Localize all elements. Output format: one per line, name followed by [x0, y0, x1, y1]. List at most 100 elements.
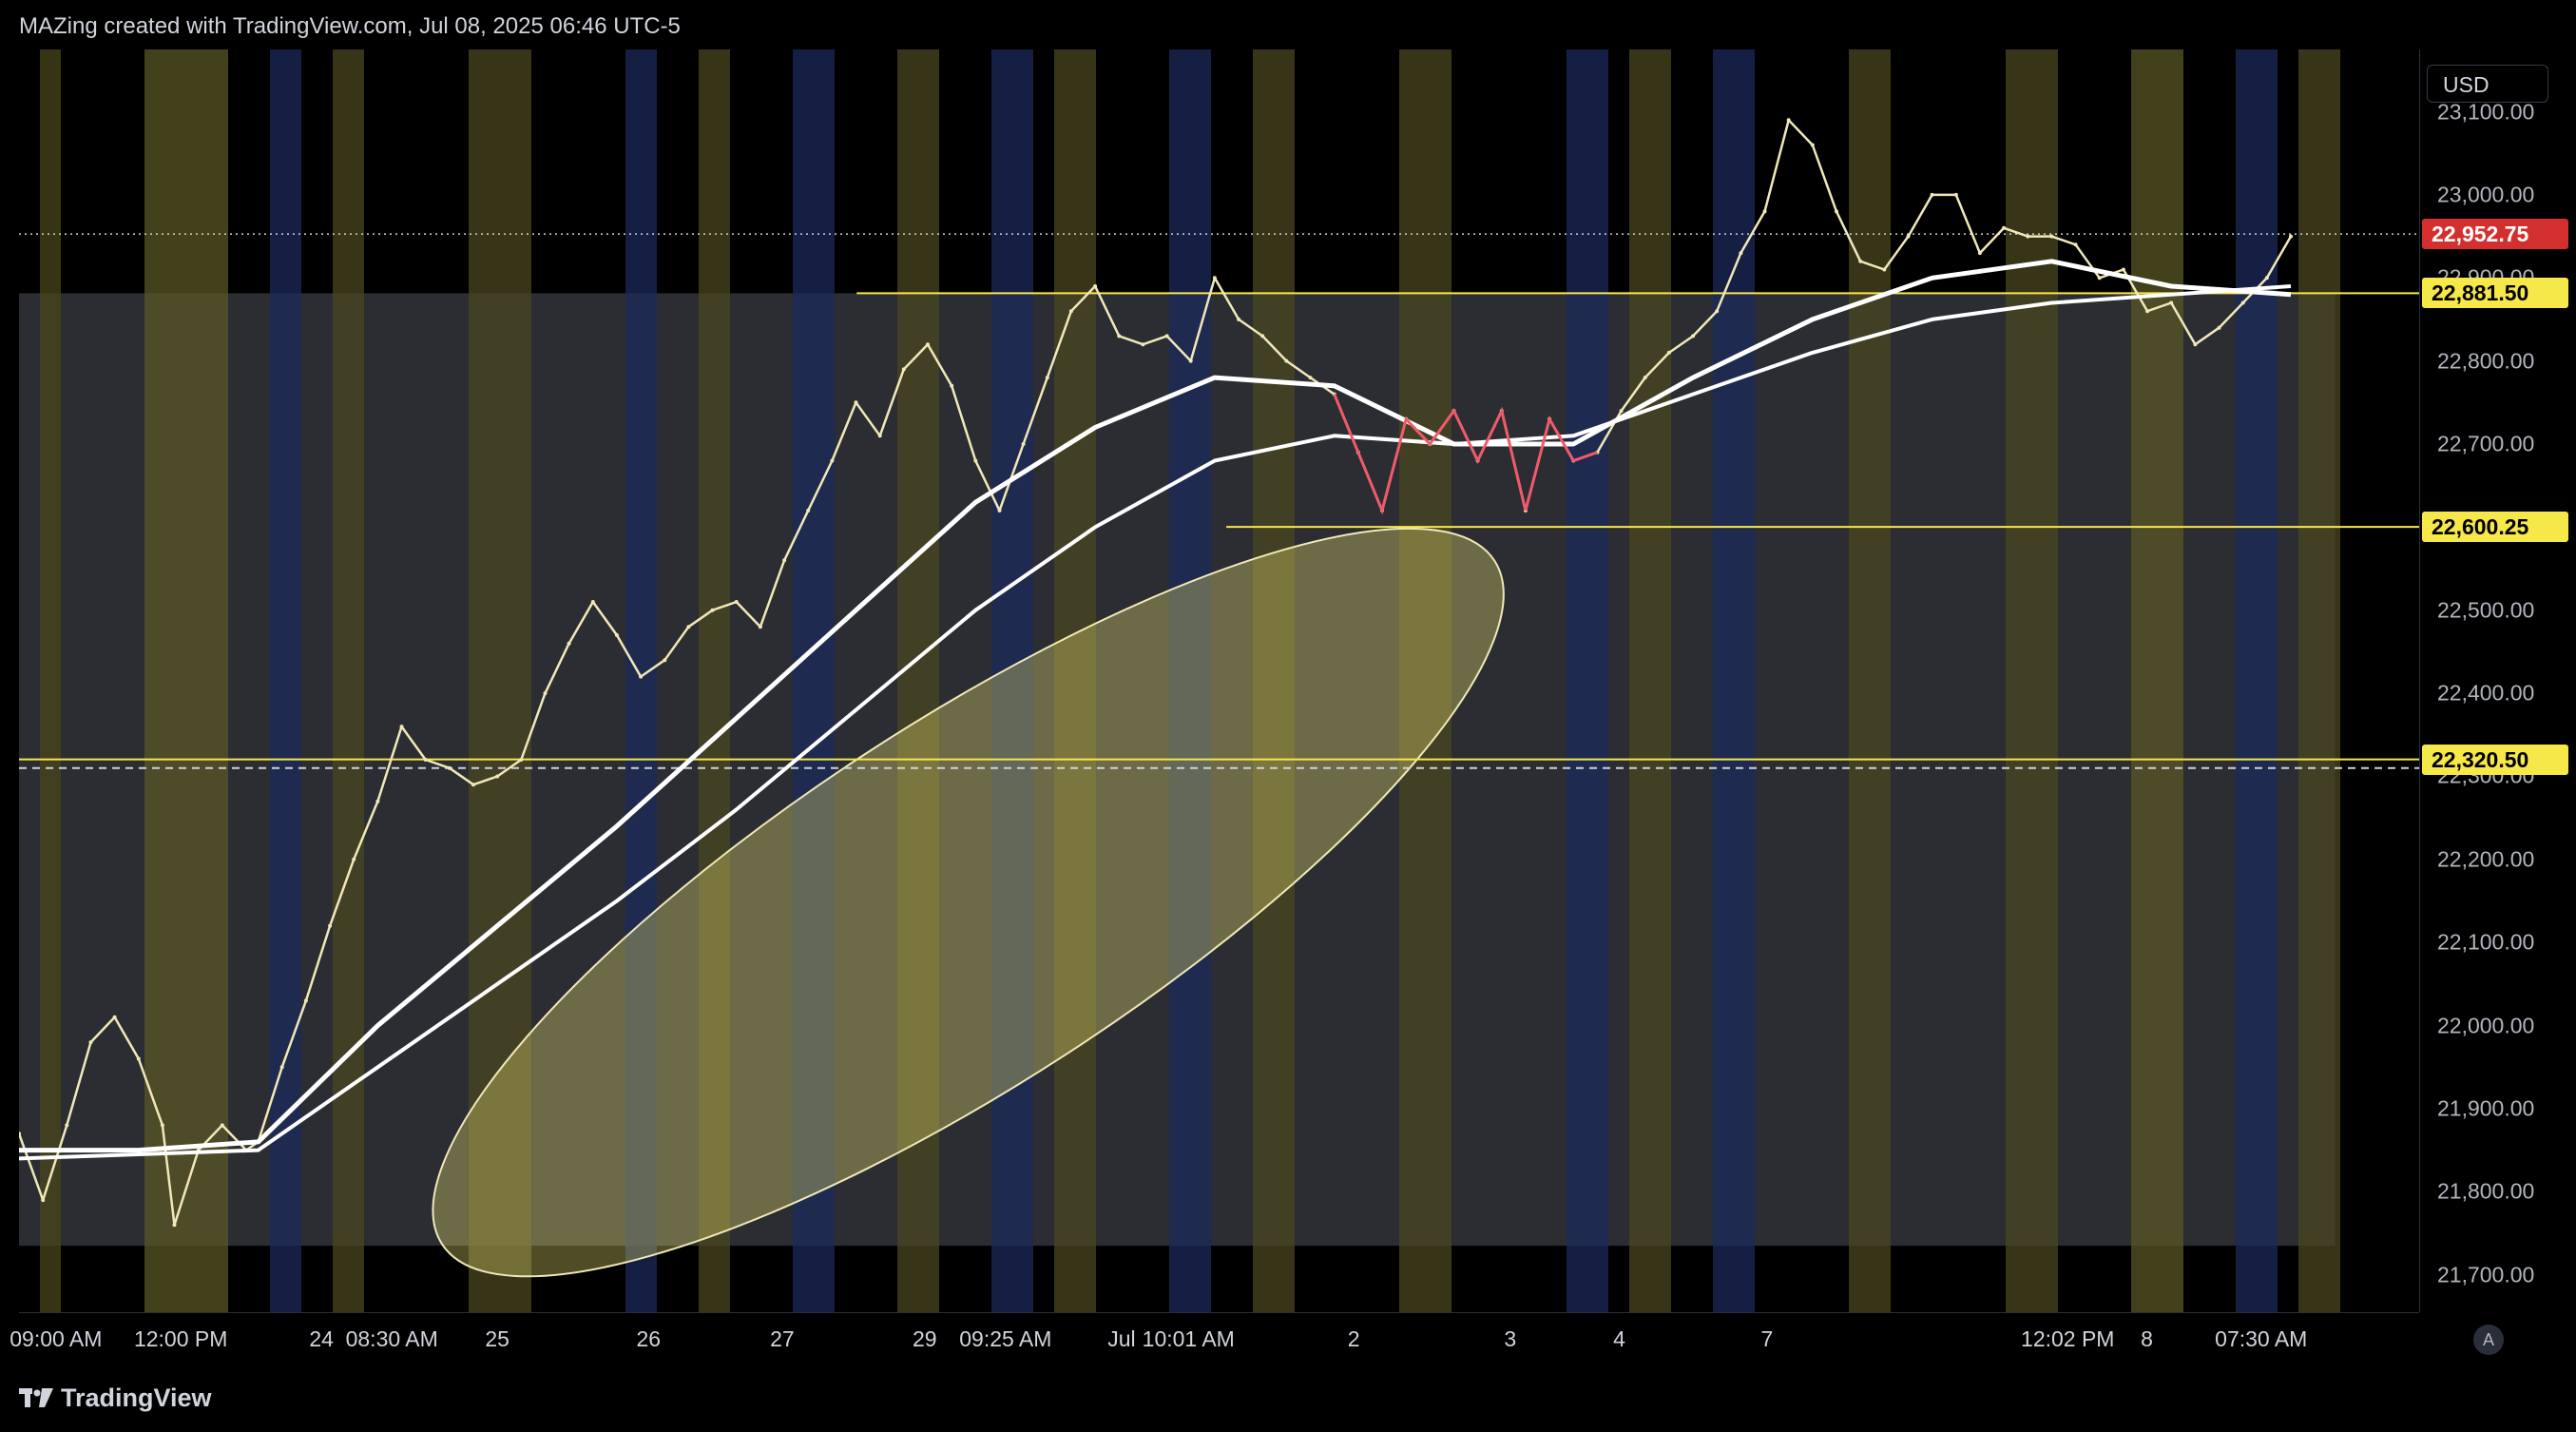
- price-tick-label: 22,400.00: [2437, 680, 2535, 706]
- price-point-54: [1284, 358, 1289, 363]
- time-tick-label: Jul: [1107, 1326, 1136, 1351]
- price-point-25: [590, 600, 595, 604]
- session-band-13: [1399, 49, 1451, 1312]
- price-point-52: [1237, 317, 1241, 321]
- time-tick-label: 12:02 PM: [2021, 1326, 2115, 1351]
- price-point-18: [423, 758, 428, 762]
- time-tick-label: 09:25 AM: [959, 1326, 1052, 1351]
- price-point-83: [1977, 251, 1982, 256]
- price-point-16: [375, 799, 380, 803]
- session-band-6: [699, 49, 730, 1312]
- price-tick-label: 21,700.00: [2437, 1262, 2535, 1287]
- price-point-23: [543, 691, 548, 696]
- session-band-15: [1629, 49, 1671, 1312]
- price-point-80: [1906, 234, 1911, 239]
- bearish-segment-line: [1333, 394, 1598, 515]
- price-point-48: [1141, 342, 1145, 347]
- time-tick-label: 27: [770, 1326, 795, 1351]
- price-point-2: [65, 1123, 69, 1128]
- price-point-36: [854, 400, 858, 405]
- price-point-77: [1835, 209, 1838, 214]
- price-point-14: [328, 923, 333, 928]
- time-tick-label: 3: [1504, 1326, 1517, 1351]
- price-point-53: [1260, 334, 1265, 339]
- time-axis[interactable]: 09:00 AM 12:00 PM 24 08:30 AM 25 26 27 29 09:25 …: [10, 1312, 2419, 1366]
- price-point-55: [1308, 376, 1313, 380]
- price-point-17: [399, 725, 404, 729]
- price-point-35: [830, 458, 835, 463]
- session-band-7: [793, 49, 835, 1312]
- price-level-label: 22,600.25: [2422, 512, 2568, 543]
- price-point-90: [2145, 309, 2150, 314]
- auto-scale-button[interactable]: A: [2473, 1325, 2504, 1355]
- time-tick-label: 8: [2141, 1326, 2153, 1351]
- price-point-74: [1762, 209, 1767, 214]
- price-tick-label: 23,000.00: [2437, 182, 2535, 207]
- price-point-50: [1188, 358, 1193, 363]
- session-band-8: [897, 49, 939, 1312]
- price-point-42: [997, 508, 1002, 513]
- currency-selector[interactable]: USD: [2427, 65, 2548, 103]
- session-band-16: [1713, 49, 1755, 1312]
- price-tick-label: 23,100.00: [2437, 99, 2535, 125]
- price-point-76: [1810, 143, 1815, 147]
- time-tick-label: 10:01 AM: [1142, 1326, 1235, 1351]
- trend-highlight-ellipse: [432, 527, 1505, 1278]
- price-axis[interactable]: 23,100.0023,000.0022,900.0022,800.0022,7…: [2419, 49, 2576, 1312]
- price-point-78: [1858, 259, 1863, 263]
- price-point-95: [2264, 276, 2269, 281]
- price-point-28: [663, 658, 667, 663]
- price-point-6: [160, 1123, 164, 1128]
- price-level-label: 22,952.75: [2422, 219, 2568, 250]
- price-point-1: [41, 1198, 46, 1203]
- price-point-19: [447, 765, 452, 770]
- price-point-26: [614, 632, 619, 637]
- price-point-27: [639, 674, 644, 679]
- price-point-5: [136, 1056, 141, 1061]
- price-point-51: [1212, 276, 1217, 281]
- price-point-75: [1786, 118, 1791, 123]
- price-point-81: [1930, 192, 1934, 197]
- price-point-69: [1643, 376, 1647, 380]
- footer-brand-text: TradingView: [61, 1383, 212, 1412]
- session-band-11: [1169, 49, 1211, 1312]
- slow-ma-line: [19, 284, 2292, 1161]
- price-tick-label: 22,100.00: [2437, 929, 2535, 955]
- session-band-20: [2236, 49, 2278, 1312]
- chart-plot-area[interactable]: [19, 49, 2419, 1312]
- price-point-47: [1117, 334, 1122, 339]
- price-point-0: [19, 1132, 21, 1136]
- price-point-71: [1691, 334, 1696, 339]
- price-point-29: [686, 625, 691, 629]
- price-point-41: [973, 458, 978, 463]
- time-tick-label: 25: [485, 1326, 509, 1351]
- session-band-19: [2131, 49, 2183, 1312]
- price-point-72: [1715, 309, 1720, 314]
- session-band-18: [2006, 49, 2058, 1312]
- price-point-92: [2193, 342, 2198, 347]
- price-point-40: [950, 383, 954, 388]
- price-chart-svg[interactable]: [19, 49, 2419, 1312]
- price-point-70: [1666, 350, 1671, 355]
- price-point-13: [303, 998, 308, 1003]
- price-point-49: [1164, 334, 1169, 339]
- price-point-32: [758, 625, 762, 629]
- fast-ma-line: [19, 259, 2292, 1153]
- price-point-43: [1021, 442, 1026, 446]
- price-point-82: [1953, 192, 1958, 197]
- time-tick-label: 12:00 PM: [133, 1326, 228, 1351]
- session-band-1: [144, 49, 228, 1312]
- price-tick-label: 21,800.00: [2437, 1178, 2535, 1204]
- time-tick-label: 2: [1347, 1326, 1360, 1351]
- price-point-20: [471, 783, 475, 787]
- price-point-94: [2240, 300, 2245, 305]
- time-tick-label: 08:30 AM: [345, 1326, 438, 1351]
- price-tick-label: 22,700.00: [2437, 431, 2535, 456]
- time-tick-label: 7: [1760, 1326, 1774, 1351]
- price-point-87: [2073, 242, 2078, 247]
- session-band-4: [469, 49, 531, 1312]
- price-point-15: [352, 857, 356, 861]
- price-point-37: [877, 434, 882, 438]
- price-point-30: [710, 608, 715, 612]
- price-point-7: [172, 1223, 177, 1228]
